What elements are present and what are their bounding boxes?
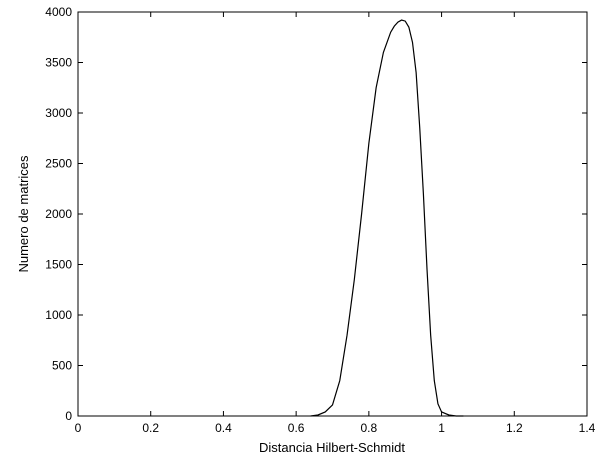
x-tick-label: 0.2 bbox=[142, 421, 159, 435]
plot-area bbox=[77, 11, 588, 417]
x-tick-label: 1.4 bbox=[579, 421, 596, 435]
y-tick-label: 0 bbox=[65, 409, 72, 423]
y-tick-label: 2500 bbox=[45, 157, 72, 171]
y-tick-labels: 0 500 1000 1500 2000 2500 3000 3500 4000 bbox=[45, 5, 72, 423]
x-axis-label: Distancia Hilbert-Schmidt bbox=[259, 440, 405, 455]
y-tick-label: 1500 bbox=[45, 258, 72, 272]
x-tick-label: 0 bbox=[75, 421, 82, 435]
x-tick-label: 0.6 bbox=[288, 421, 305, 435]
x-tick-label: 0.8 bbox=[361, 421, 378, 435]
y-tick-label: 3000 bbox=[45, 106, 72, 120]
y-tick-label: 500 bbox=[52, 359, 72, 373]
y-tick-label: 3500 bbox=[45, 56, 72, 70]
x-tick-labels: 0 0.2 0.4 0.6 0.8 1 1.2 1.4 bbox=[75, 421, 596, 435]
y-tick-label: 2000 bbox=[45, 207, 72, 221]
x-tick-label: 1.2 bbox=[506, 421, 523, 435]
axis-ticks bbox=[77, 11, 588, 417]
y-axis-label: Numero de matrices bbox=[16, 155, 31, 273]
series-line bbox=[310, 19, 464, 417]
y-tick-label: 1000 bbox=[45, 308, 72, 322]
x-tick-label: 1 bbox=[438, 421, 445, 435]
x-tick-label: 0.4 bbox=[215, 421, 232, 435]
y-tick-label: 4000 bbox=[45, 5, 72, 19]
